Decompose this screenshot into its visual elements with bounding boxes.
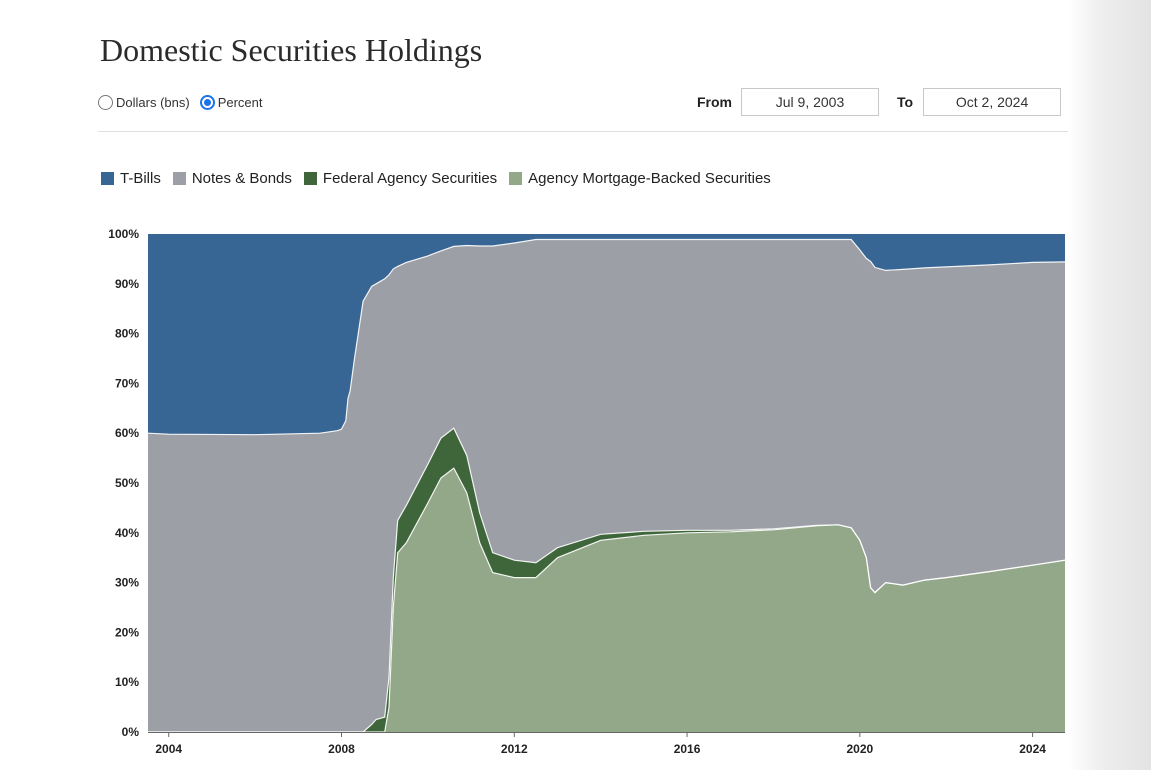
legend-item-agency-mbs[interactable]: Agency Mortgage-Backed Securities: [509, 170, 771, 187]
legend-swatch-federal-agency: [303, 171, 317, 185]
chart-legend: T-Bills Notes & Bonds Federal Agency Sec…: [101, 168, 783, 188]
legend-swatch-tbills: [101, 171, 114, 185]
right-edge-shading: [1068, 0, 1151, 770]
area-notes-bonds: [148, 239, 1065, 732]
y-tick-label: 30%: [115, 576, 139, 590]
y-tick-label: 80%: [115, 327, 139, 341]
header-divider: [98, 131, 1068, 132]
x-tick-label: 2008: [328, 742, 355, 756]
legend-swatch-notes-bonds: [172, 171, 186, 185]
y-tick-label: 40%: [115, 526, 139, 540]
y-tick-label: 50%: [115, 476, 139, 490]
x-tick-label: 2016: [674, 742, 701, 756]
y-tick-label: 10%: [115, 675, 139, 689]
from-label: From: [697, 94, 732, 110]
dollars-radio[interactable]: [98, 94, 113, 110]
y-tick-label: 0%: [122, 725, 140, 739]
area-agency-mbs: [148, 468, 1065, 732]
x-tick-label: 2004: [155, 742, 182, 756]
legend-swatch-agency-mbs: [509, 171, 523, 185]
percent-label: Percent: [217, 94, 263, 110]
date-range: From Jul 9, 2003 To Oct 2, 2024: [697, 87, 1062, 117]
units-toggle: Dollars (bns) Percent: [98, 92, 273, 112]
page-title: Domestic Securities Holdings: [100, 32, 483, 68]
y-tick-label: 100%: [108, 227, 139, 241]
boundary-notes: [147, 238, 1066, 436]
percent-option[interactable]: Percent: [199, 94, 263, 110]
legend-label-tbills: T-Bills: [120, 169, 161, 187]
legend-label-federal-agency: Federal Agency Securities: [322, 169, 498, 187]
dollars-label: Dollars (bns): [116, 94, 190, 110]
to-label: To: [897, 94, 914, 110]
y-tick-label: 90%: [115, 277, 139, 291]
y-tick-label: 70%: [115, 376, 139, 390]
legend-item-federal-agency[interactable]: Federal Agency Securities: [303, 169, 498, 187]
legend-label-notes-bonds: Notes & Bonds: [191, 169, 292, 187]
to-date-input[interactable]: Oct 2, 2024: [923, 88, 1062, 116]
x-tick-label: 2012: [501, 742, 528, 756]
legend-item-tbills[interactable]: T-Bills: [101, 170, 161, 187]
dollars-option[interactable]: Dollars (bns): [98, 94, 190, 110]
legend-label-agency-mbs: Agency Mortgage-Backed Securities: [528, 169, 771, 187]
x-tick-label: 2020: [846, 742, 873, 756]
from-date-input[interactable]: Jul 9, 2003: [741, 88, 879, 116]
y-tick-label: 60%: [115, 426, 139, 440]
area-tbills: [148, 234, 1065, 435]
y-tick-label: 20%: [115, 625, 139, 639]
percent-radio[interactable]: [199, 94, 215, 110]
legend-item-notes-bonds[interactable]: Notes & Bonds: [172, 169, 292, 187]
x-tick-label: 2024: [1019, 742, 1046, 756]
